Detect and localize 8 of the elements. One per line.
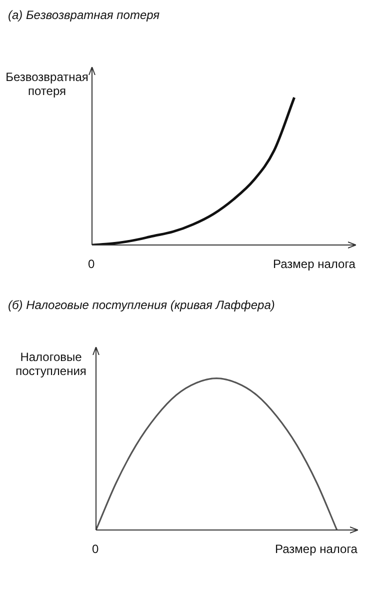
- x-axis-title: Размер налога: [273, 257, 356, 271]
- x-axis-title: Размер налога: [275, 542, 358, 556]
- chart-title: (б) Налоговые поступления (кривая Лаффера): [8, 298, 275, 312]
- y-axis-title: Безвозвратная потеря: [4, 70, 90, 98]
- text: 0: [92, 542, 99, 556]
- chart-title: (а) Безвозвратная потеря: [8, 8, 160, 22]
- text: 0: [88, 257, 95, 271]
- y-axis-title: Налоговые поступления: [14, 350, 88, 378]
